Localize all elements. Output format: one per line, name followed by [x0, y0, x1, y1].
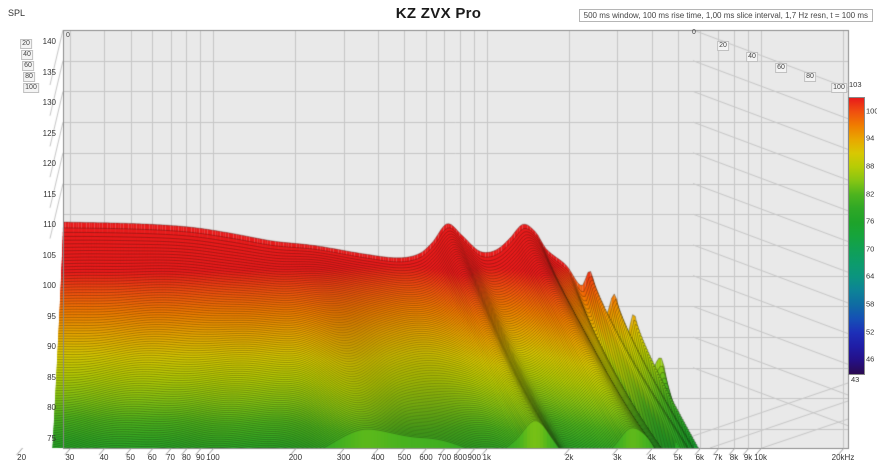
- x-tick-label: 1k: [482, 453, 491, 462]
- time-tick-label-right: 40: [746, 52, 758, 62]
- x-tick-label: 6k: [695, 453, 705, 462]
- time-tick-label-right: 100: [831, 83, 847, 93]
- legend-tick-label: 46: [866, 354, 875, 364]
- y-tick-label: 120: [42, 159, 56, 169]
- time-tick-label-right: 60: [775, 63, 787, 73]
- legend-tick-label: 100: [866, 106, 877, 116]
- measurement-info-banner: 500 ms window, 100 ms rise time, 1,00 ms…: [578, 9, 873, 22]
- x-tick-label: 900: [467, 453, 481, 462]
- y-tick-label: 80: [47, 403, 56, 413]
- x-tick-label: 2k: [564, 453, 574, 462]
- y-tick-label: 135: [42, 67, 56, 77]
- x-tick-label: 9k: [743, 453, 753, 462]
- legend-min-label: 43: [851, 375, 860, 384]
- legend-tick-label: 88: [866, 161, 875, 171]
- x-tick-label: 7k: [713, 453, 723, 462]
- x-tick-label: 20kHz: [831, 453, 855, 462]
- x-tick-label: 600: [419, 453, 433, 462]
- y-tick-label: 90: [47, 342, 56, 352]
- legend-tick-label: 52: [866, 327, 875, 337]
- y-tick-label: 85: [47, 372, 56, 382]
- time-tick-label-left: 20: [20, 39, 32, 49]
- x-tick-label: 20: [17, 453, 27, 462]
- y-tick-label: 105: [42, 250, 56, 260]
- x-tick-label: 30: [65, 453, 75, 462]
- time-tick-label-left: 0: [66, 32, 70, 39]
- legend-tick-label: 58: [866, 299, 875, 309]
- legend-max-label: 103: [849, 80, 862, 89]
- time-tick-label-right: 20: [717, 41, 729, 51]
- x-tick-label: 800: [453, 453, 467, 462]
- time-tick-label-right: 80: [804, 72, 816, 82]
- y-tick-label: 75: [47, 434, 56, 444]
- x-tick-label: 3k: [613, 453, 622, 462]
- legend-tick-label: 64: [866, 271, 875, 281]
- y-tick-label: 110: [43, 220, 56, 230]
- time-tick-label-left: 40: [21, 50, 33, 60]
- x-tick-label: 50: [126, 453, 135, 462]
- legend-tick-label: 76: [866, 216, 875, 226]
- x-tick-label: 100: [206, 453, 220, 462]
- legend-tick-label: 82: [866, 189, 875, 199]
- x-tick-label: 80: [181, 453, 191, 462]
- time-tick-label-left: 60: [22, 61, 34, 71]
- x-tick-label: 10k: [754, 453, 768, 462]
- x-tick-label: 4k: [647, 453, 656, 462]
- x-tick-label: 40: [99, 453, 109, 462]
- time-tick-label-left: 80: [23, 72, 35, 82]
- x-tick-label: 500: [397, 453, 412, 462]
- x-tick-label: 8k: [729, 453, 739, 462]
- x-tick-label: 70: [166, 453, 176, 462]
- time-tick-label-right: 0: [692, 29, 696, 36]
- spl-color-legend: [848, 97, 865, 375]
- x-tick-label: 300: [336, 453, 351, 462]
- x-tick-label: 90: [195, 453, 205, 462]
- y-tick-label: 100: [42, 281, 56, 291]
- x-tick-label: 200: [288, 453, 303, 462]
- y-tick-label: 115: [43, 189, 56, 199]
- y-tick-label: 125: [42, 128, 56, 138]
- x-tick-label: 700: [437, 453, 452, 462]
- y-axis-title: SPL: [8, 8, 26, 18]
- time-tick-label-left: 100: [23, 83, 39, 93]
- x-tick-label: 5k: [673, 453, 683, 462]
- y-tick-label: 95: [47, 311, 56, 321]
- legend-tick-label: 94: [866, 133, 875, 143]
- y-tick-label: 140: [42, 37, 56, 46]
- x-tick-label: 60: [147, 453, 157, 462]
- legend-tick-label: 70: [866, 244, 875, 254]
- x-tick-label: 400: [371, 453, 385, 462]
- chart-title: KZ ZVX Pro: [395, 5, 482, 22]
- y-tick-label: 130: [42, 98, 56, 108]
